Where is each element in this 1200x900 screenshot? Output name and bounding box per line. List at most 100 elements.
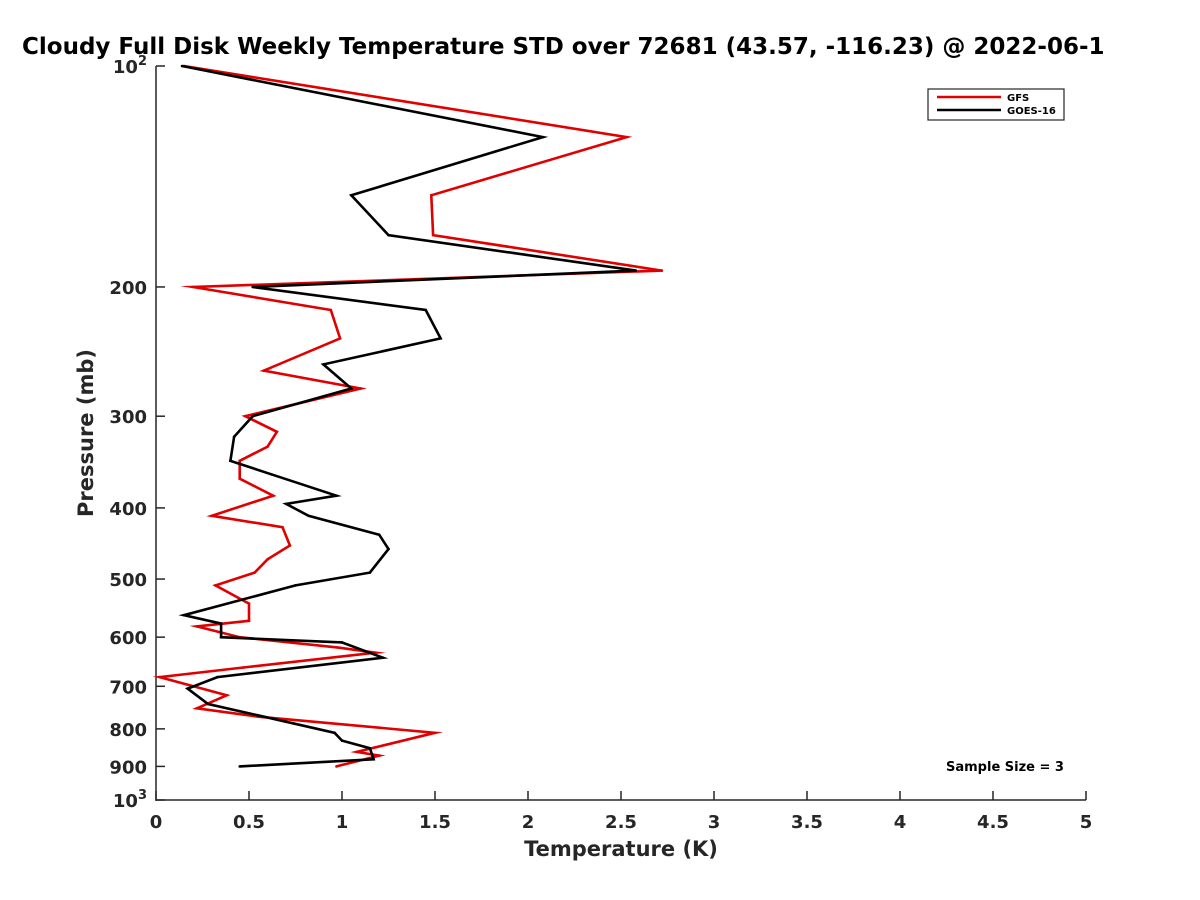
data-point-goes16 — [284, 502, 288, 506]
data-point-gfs — [242, 666, 245, 669]
series-line-gfs — [152, 64, 663, 768]
data-point-goes16 — [180, 64, 184, 68]
data-point-gfs — [355, 750, 359, 754]
data-point-gfs — [195, 625, 199, 628]
data-point-goes16 — [251, 414, 255, 418]
y-tick-label: 102 — [113, 54, 147, 78]
y-axis-label: Pressure (mb) — [74, 349, 98, 517]
data-point-goes16 — [182, 613, 186, 617]
data-point-goes16 — [229, 459, 232, 463]
data-point-gfs — [288, 544, 292, 547]
y-tick-base: 10 — [113, 57, 138, 78]
data-point-goes16 — [335, 494, 338, 498]
x-tick-label: 3.5 — [791, 812, 823, 833]
data-point-goes16 — [270, 473, 273, 476]
y-tick-label: 800 — [109, 720, 147, 741]
data-point-goes16 — [424, 308, 428, 312]
data-point-goes16 — [541, 135, 545, 139]
chart-title: Cloudy Full Disk Weekly Temperature STD … — [22, 34, 1105, 60]
data-point-gfs — [191, 285, 195, 289]
data-point-goes16 — [206, 702, 210, 706]
data-point-gfs — [329, 308, 333, 312]
data-point-goes16 — [350, 193, 353, 197]
series-layer — [152, 64, 664, 768]
y-tick-label: 600 — [109, 628, 147, 649]
y-tick-label: 700 — [109, 677, 147, 698]
data-point-gfs — [253, 571, 256, 574]
legend: GFS GOES-16 — [927, 88, 1065, 121]
data-point-gfs — [195, 706, 199, 710]
x-tick-label: 3 — [708, 812, 721, 833]
y-tick-label: 200 — [109, 278, 147, 299]
data-point-gfs — [335, 765, 338, 768]
data-point-gfs — [210, 514, 214, 518]
data-point-gfs — [266, 558, 269, 561]
data-point-gfs — [431, 233, 435, 237]
data-point-goes16 — [238, 765, 241, 768]
y-tick-exponent: 2 — [138, 54, 147, 69]
data-point-goes16 — [216, 675, 219, 679]
data-point-gfs — [433, 731, 437, 735]
data-point-goes16 — [219, 622, 223, 625]
data-point-goes16 — [387, 233, 390, 237]
data-point-goes16 — [381, 656, 385, 660]
data-point-goes16 — [251, 285, 255, 289]
data-point-gfs — [625, 135, 628, 139]
data-point-goes16 — [350, 387, 353, 390]
y-tick-label: 400 — [109, 499, 147, 520]
data-point-gfs — [271, 494, 275, 498]
data-point-gfs — [266, 445, 269, 448]
y-tick-label: 900 — [109, 757, 147, 778]
x-tick-label: 4.5 — [977, 812, 1009, 833]
legend-box — [927, 88, 1065, 121]
data-point-gfs — [338, 337, 342, 340]
data-point-goes16 — [219, 635, 223, 639]
data-point-gfs — [275, 430, 279, 434]
data-point-gfs — [377, 754, 381, 757]
y-tick-label: 103 — [113, 788, 147, 812]
x-tick-label: 2.5 — [605, 812, 637, 833]
data-point-goes16 — [262, 715, 266, 718]
data-point-gfs — [429, 193, 433, 197]
x-tick-label: 1.5 — [419, 812, 451, 833]
data-point-goes16 — [333, 731, 336, 735]
x-axis-label: Temperature (K) — [524, 837, 718, 861]
data-point-goes16 — [377, 533, 381, 536]
data-point-goes16 — [186, 687, 189, 690]
plot-area: 0 0.5 1 1.5 2 2.5 3 3.5 4 4.5 5 102200300400500600… — [109, 54, 1092, 833]
data-point-goes16 — [340, 739, 344, 742]
x-tick-label: 4 — [894, 812, 907, 833]
data-point-goes16 — [294, 584, 297, 587]
x-tick-label: 0.5 — [233, 812, 265, 833]
y-tick-label: 300 — [109, 407, 147, 428]
x-tick-label: 5 — [1080, 812, 1093, 833]
data-point-gfs — [660, 269, 664, 272]
data-point-goes16 — [634, 269, 638, 272]
data-point-goes16 — [372, 757, 375, 761]
sample-size-annotation: Sample Size = 3 — [946, 760, 1064, 775]
data-point-gfs — [225, 693, 228, 697]
data-point-goes16 — [439, 337, 442, 340]
data-point-gfs — [238, 477, 241, 481]
x-tick-label: 0 — [150, 812, 163, 833]
x-ticks: 0 0.5 1 1.5 2 2.5 3 3.5 4 4.5 5 — [150, 791, 1093, 833]
data-point-goes16 — [232, 435, 236, 439]
data-point-gfs — [158, 675, 162, 679]
y-tick-base: 10 — [113, 791, 138, 812]
data-point-goes16 — [307, 514, 310, 518]
legend-label-gfs: GFS — [1007, 93, 1029, 104]
data-point-gfs — [247, 619, 251, 623]
y-tick-exponent: 3 — [138, 788, 147, 803]
data-point-goes16 — [368, 571, 372, 574]
data-point-goes16 — [322, 363, 325, 366]
data-point-gfs — [359, 387, 362, 390]
data-point-gfs — [262, 369, 266, 372]
y-tick-label: 500 — [109, 570, 147, 591]
legend-label-goes16: GOES-16 — [1007, 106, 1056, 117]
data-point-gfs — [214, 584, 217, 587]
data-point-gfs — [247, 602, 251, 605]
data-point-gfs — [243, 414, 247, 418]
data-point-gfs — [281, 525, 284, 529]
